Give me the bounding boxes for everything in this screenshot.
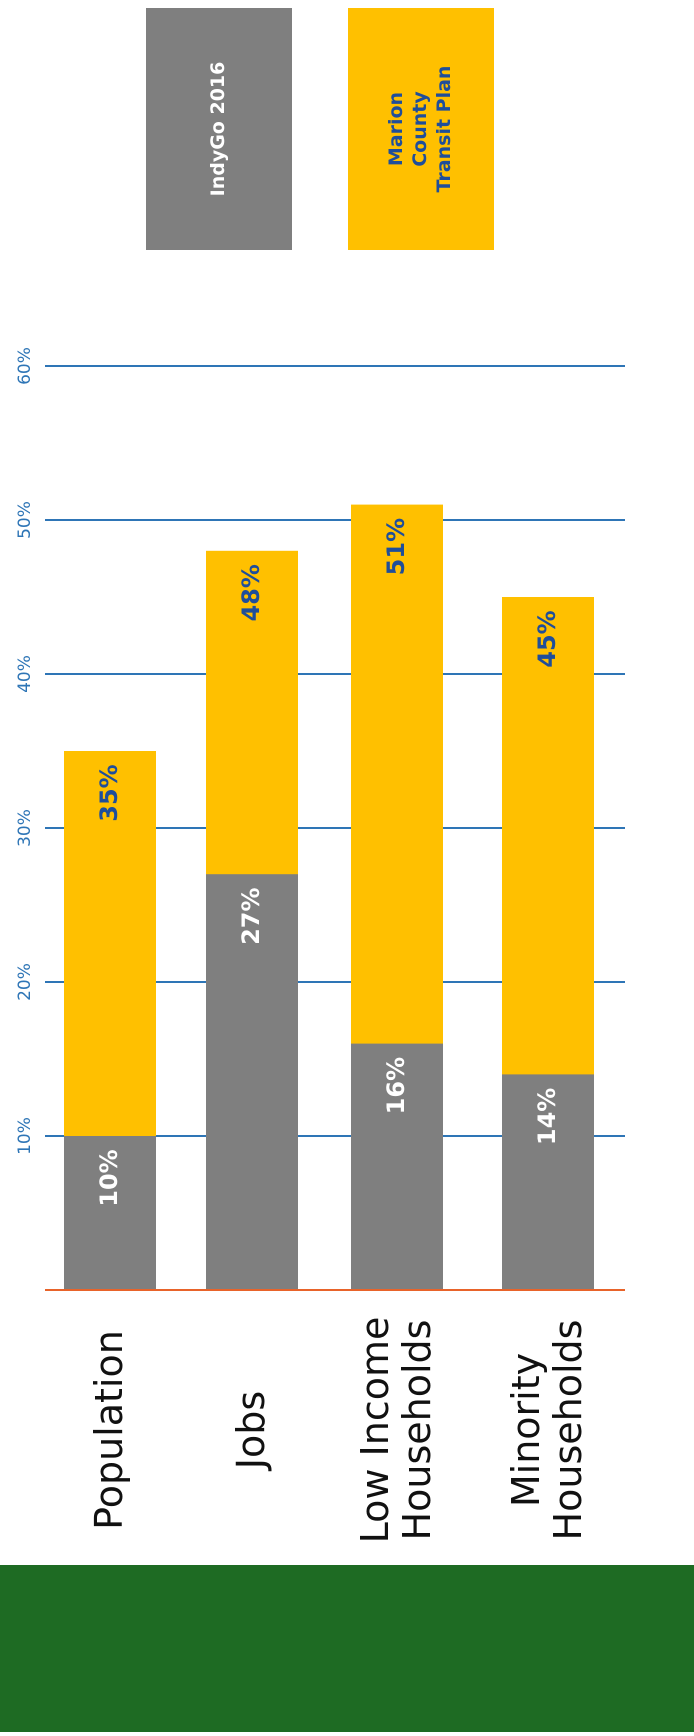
x-tick-label-box: Population bbox=[87, 1330, 132, 1530]
x-tick-label-box: Jobs bbox=[229, 1390, 274, 1470]
x-tick-label: Jobs bbox=[229, 1390, 274, 1470]
legend-entry: IndyGo 2016 bbox=[146, 8, 292, 250]
bar bbox=[206, 874, 298, 1290]
y-tick-label: 40% bbox=[15, 655, 35, 693]
value-label: 51% bbox=[382, 518, 410, 575]
x-tick-label: Population bbox=[87, 1330, 132, 1530]
bar bbox=[502, 1074, 594, 1290]
value-label: 35% bbox=[95, 764, 123, 821]
x-tick-label: Low Income Households bbox=[353, 1316, 439, 1544]
x-tick-label-box: Low Income Households bbox=[353, 1316, 439, 1544]
value-label: 27% bbox=[237, 887, 265, 944]
y-tick-label: 20% bbox=[15, 963, 35, 1001]
value-label: 14% bbox=[533, 1088, 561, 1145]
footer-band bbox=[0, 1565, 694, 1732]
bar bbox=[351, 1043, 443, 1290]
y-tick-label: 10% bbox=[15, 1117, 35, 1155]
legend-entry-box: IndyGo 2016 bbox=[146, 8, 292, 250]
y-tick-label: 60% bbox=[15, 347, 35, 385]
bar bbox=[64, 1136, 156, 1290]
x-tick-label: Minority Households bbox=[504, 1319, 590, 1541]
y-tick-label: 50% bbox=[15, 501, 35, 539]
legend-entry-box: Marion County Transit Plan bbox=[348, 8, 494, 250]
value-label: 48% bbox=[237, 564, 265, 621]
legend-entry: Marion County Transit Plan bbox=[348, 8, 494, 250]
value-label: 45% bbox=[533, 610, 561, 667]
value-label: 10% bbox=[95, 1149, 123, 1206]
y-tick-label: 30% bbox=[15, 809, 35, 847]
x-tick-label-box: Minority Households bbox=[504, 1319, 590, 1541]
value-label: 16% bbox=[382, 1057, 410, 1114]
